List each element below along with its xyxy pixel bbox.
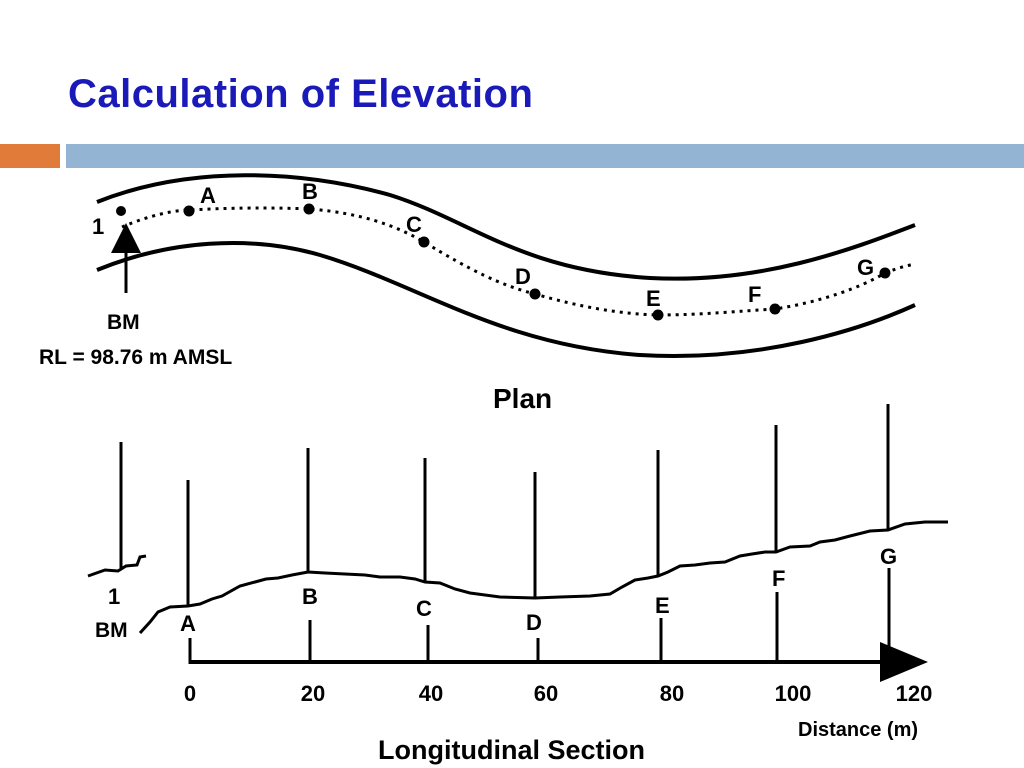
plan-caption: Plan: [493, 383, 552, 414]
plan-benchmark-rl: RL = 98.76 m AMSL: [39, 346, 232, 369]
plan-label-c: C: [406, 212, 422, 237]
section-label-a: A: [180, 611, 196, 636]
plan-benchmark-label: BM: [107, 311, 140, 334]
distance-label-80: 80: [660, 681, 684, 706]
section-label-b: B: [302, 584, 318, 609]
accent-bar-blue: [66, 144, 1024, 168]
distance-label-20: 20: [301, 681, 325, 706]
plan-label-benchmark-id: 1: [92, 214, 104, 239]
plan-lower-bank: [96, 241, 916, 358]
section-label-benchmark-id: 1: [108, 584, 120, 609]
plan-point-a: [183, 205, 195, 217]
plan-upper-bank: [96, 173, 916, 281]
section-label-g: G: [880, 544, 897, 569]
section-label-f: F: [772, 566, 785, 591]
plan-point-b: [303, 203, 315, 215]
plan-point-f: [769, 303, 781, 315]
plan-label-d: D: [515, 264, 531, 289]
section-benchmark-label: BM: [95, 619, 128, 642]
plan-label-a: A: [200, 183, 216, 208]
accent-bar-orange: [0, 144, 60, 168]
plan-view: 1 A B C D E F G BM RL = 98.76 m AMSL Pla…: [39, 173, 916, 414]
plan-point-d: [529, 288, 541, 300]
section-label-d: D: [526, 610, 542, 635]
plan-label-e: E: [646, 286, 661, 311]
distance-label-120: 120: [896, 681, 933, 706]
distance-label-40: 40: [419, 681, 443, 706]
plan-survey-line: [121, 206, 916, 317]
distance-axis-label: Distance (m): [798, 719, 918, 741]
distance-label-100: 100: [775, 681, 812, 706]
plan-point-g: [879, 267, 891, 279]
section-caption: Longitudinal Section: [378, 735, 645, 765]
section-label-c: C: [416, 596, 432, 621]
ground-profile: [138, 520, 948, 635]
plan-point-benchmark: [116, 206, 126, 216]
plan-label-f: F: [748, 282, 761, 307]
longitudinal-section: 1 BM A B C D E F G 0 20 40 60 80 100 120…: [87, 404, 948, 765]
plan-point-c: [418, 236, 430, 248]
distance-label-0: 0: [184, 681, 196, 706]
section-label-e: E: [655, 593, 670, 618]
slide-title: Calculation of Elevation: [68, 72, 534, 116]
ground-profile-benchmark: [87, 554, 147, 578]
plan-label-g: G: [857, 255, 874, 280]
plan-point-e: [652, 309, 664, 321]
distance-label-60: 60: [534, 681, 558, 706]
plan-label-b: B: [302, 179, 318, 204]
